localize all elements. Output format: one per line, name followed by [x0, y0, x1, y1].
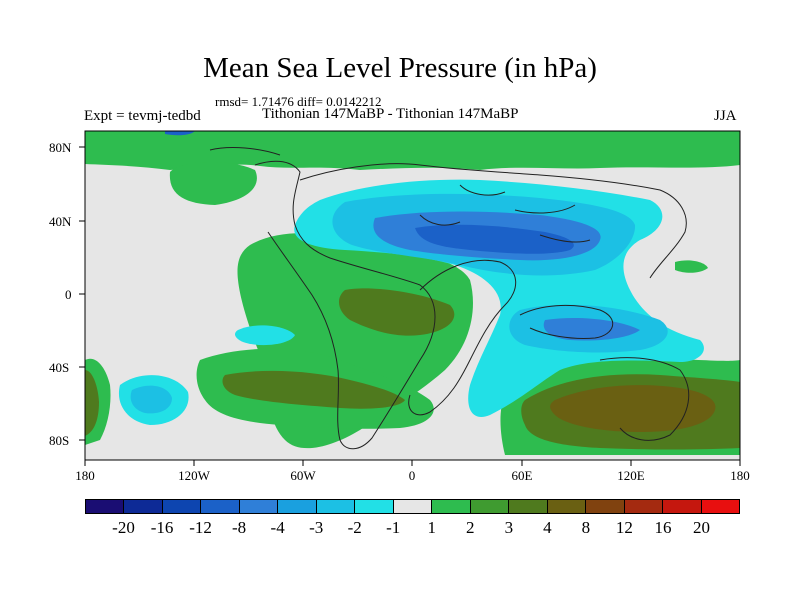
- colorbar-swatch: [663, 500, 702, 513]
- colorbar-label: -12: [189, 518, 212, 537]
- colorbar-label: -20: [112, 518, 135, 537]
- colorbar: [85, 499, 740, 514]
- contour-pacific-lightblue: [130, 385, 172, 414]
- lon-tick-label: 180: [730, 468, 750, 483]
- colorbar-label: 4: [543, 518, 552, 537]
- lon-tick-label: 120W: [178, 468, 210, 483]
- colorbar-swatch: [278, 500, 317, 513]
- colorbar-label: 3: [504, 518, 514, 537]
- colorbar-swatch: [547, 500, 587, 513]
- colorbar-label: -16: [150, 518, 174, 537]
- colorbar-swatch: [355, 500, 394, 513]
- contour-spot-blue: [165, 131, 195, 136]
- colorbar-swatch: [586, 500, 625, 513]
- lon-tick-label: 120E: [617, 468, 645, 483]
- colorbar-swatch: [624, 500, 664, 513]
- colorbar-swatch: [470, 500, 510, 513]
- coastlines: [209, 147, 690, 450]
- colorbar-swatch: [393, 500, 433, 513]
- lat-tick-label: 0: [65, 287, 72, 302]
- colorbar-label: 16: [654, 518, 672, 537]
- contour-arctic-green: [85, 131, 740, 170]
- colorbar-swatch: [201, 500, 240, 513]
- lat-tick-label: 40S: [49, 360, 70, 375]
- contour-tethys-darkblue: [415, 224, 574, 254]
- colorbar-swatch: [509, 500, 548, 513]
- colorbar-swatch: [86, 500, 125, 513]
- contour-south-brown: [550, 385, 716, 432]
- colorbar-label: 20: [692, 518, 710, 537]
- contour-east-green: [675, 260, 708, 273]
- colorbar-label: -4: [270, 518, 285, 537]
- colorbar-label: -3: [309, 518, 324, 537]
- lat-tick-label: 80N: [49, 140, 72, 155]
- lon-tick-label: 60W: [290, 468, 316, 483]
- contour-southindian-blue: [543, 318, 640, 341]
- contour-americas-olive: [338, 288, 455, 336]
- colorbar-swatch: [432, 500, 471, 513]
- lon-tick-label: 0: [408, 468, 416, 483]
- lat-tick-label: 40N: [49, 214, 72, 229]
- map-title: Mean Sea Level Pressure (in hPa): [203, 52, 597, 84]
- comparison-subtitle: Tithonian 147MaBP - Tithonian 147MaBP: [262, 106, 519, 122]
- colorbar-label: -2: [347, 518, 362, 537]
- colorbar-swatch: [239, 500, 279, 513]
- contour-npacific-green: [169, 161, 257, 205]
- colorbar-label: -1: [386, 518, 401, 537]
- contour-atlantic-olive: [222, 370, 405, 409]
- contour-west-olive: [85, 370, 99, 436]
- colorbar-label: 12: [615, 518, 633, 537]
- colorbar-swatch: [124, 500, 163, 513]
- experiment-label: Expt = tevmj-tedbd: [84, 108, 201, 124]
- colorbar-swatch: [162, 500, 202, 513]
- lon-tick-label: 60E: [511, 468, 533, 483]
- colorbar-swatch: [316, 500, 356, 513]
- contour-small-cyan: [235, 325, 295, 346]
- lat-tick-label: 80S: [49, 433, 70, 448]
- colorbar-swatch: [701, 500, 739, 513]
- lon-tick-label: 180: [75, 468, 95, 483]
- stats-text: rmsd= 1.71476 diff= 0.0142212: [215, 94, 382, 109]
- colorbar-label: -8: [232, 518, 247, 537]
- colorbar-label: 1: [427, 518, 437, 537]
- season-label: JJA: [714, 108, 737, 124]
- colorbar-label: 2: [466, 518, 475, 537]
- axis-ticks: [79, 146, 741, 466]
- colorbar-label: 8: [581, 518, 591, 537]
